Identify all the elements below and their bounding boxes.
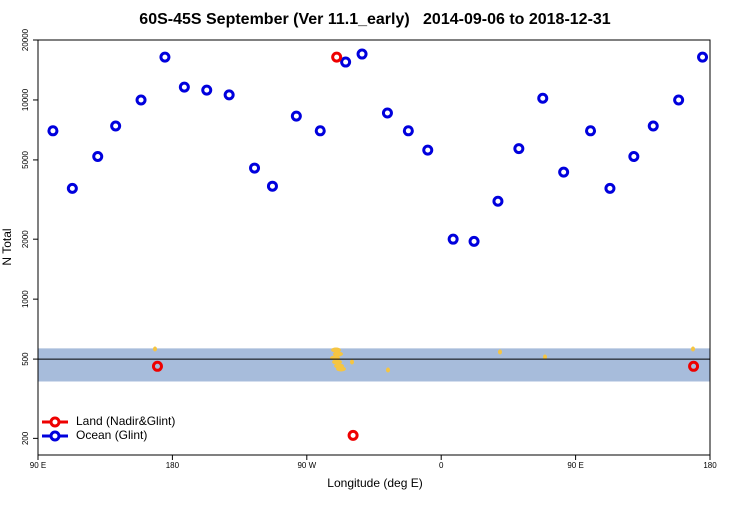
y-tick-label: 1000 [21,290,30,308]
point [356,48,368,60]
point [381,107,393,119]
land-pixel [331,347,341,353]
point [697,51,709,63]
point [201,84,213,96]
point [290,110,302,122]
point [585,125,597,137]
point [468,235,480,247]
point [135,94,147,106]
point [159,51,171,63]
y-tick-label: 500 [21,352,30,366]
y-axis-label: N Total [0,228,14,265]
x-tick-label: 90 E [30,461,46,470]
y-tick-label: 5000 [21,150,30,168]
y-tick-label: 2000 [21,230,30,248]
land-pixel [543,354,547,360]
point [340,56,352,68]
legend-label: Ocean (Glint) [76,428,147,442]
point [347,429,359,441]
point [688,360,700,372]
point [92,151,104,163]
land-pixel [691,346,695,352]
point [604,182,616,194]
point [314,125,326,137]
point [537,92,549,104]
x-tick-label: 180 [166,461,180,470]
point [673,94,685,106]
plot-frame [37,39,711,456]
point [628,151,640,163]
x-tick-label: 180 [703,461,717,470]
point [151,360,163,372]
point [492,195,504,207]
x-tick-label: 90 E [567,461,583,470]
point [447,233,459,245]
point [513,143,525,155]
point [402,125,414,137]
x-tick-label: 0 [439,461,444,470]
point [223,89,235,101]
y-tick-label: 20000 [21,28,30,51]
x-tick-label: 90 W [297,461,316,470]
point [647,120,659,132]
legend-marker [49,430,61,442]
x-axis-label: Longitude (deg E) [327,476,422,490]
point [266,180,278,192]
point [331,51,343,63]
point [178,81,190,93]
land-pixel [386,367,390,373]
chart-title: 60S-45S September (Ver 11.1_early) 2014-… [139,11,611,28]
point [249,162,261,174]
land-pixel [498,349,502,355]
land-pixel [350,359,354,365]
point [422,144,434,156]
land-pixel [332,359,342,365]
land-pixel [153,346,157,352]
point [110,120,122,132]
y-tick-label: 10000 [21,88,30,111]
y-tick-label: 200 [21,431,30,445]
legend-marker [49,416,61,428]
land-pixel [333,351,343,357]
legend-label: Land (Nadir&Glint) [76,414,175,428]
band [38,348,710,382]
point [47,125,59,137]
point [66,182,78,194]
point [558,166,570,178]
land-pixel [336,366,346,372]
